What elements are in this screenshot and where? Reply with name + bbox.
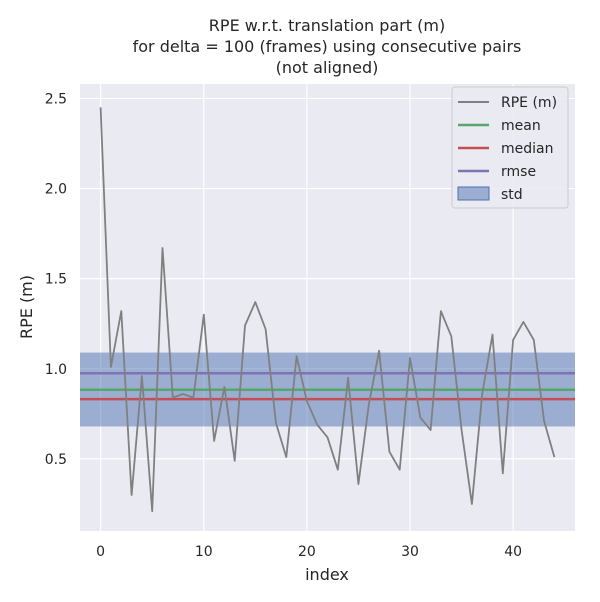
y-tick-label-4: 2.5 bbox=[45, 91, 67, 107]
legend-label-median: median bbox=[501, 141, 553, 157]
chart-title-line-1: RPE w.r.t. translation part (m) bbox=[209, 16, 445, 35]
y-tick-label-1: 1.0 bbox=[45, 362, 67, 378]
y-axis-label: RPE (m) bbox=[17, 275, 36, 339]
legend-label-rpe: RPE (m) bbox=[501, 95, 557, 111]
y-tick-label-2: 1.5 bbox=[45, 272, 67, 288]
chart-title-line-3: (not aligned) bbox=[276, 58, 379, 77]
x-tick-label-4: 40 bbox=[504, 544, 522, 560]
legend-swatch-std bbox=[457, 186, 490, 201]
x-tick-label-1: 10 bbox=[195, 544, 213, 560]
series-line-0 bbox=[99, 107, 556, 513]
tick-labels: 0 10 20 30 40 0.5 1.0 1.5 2.0 2.5 bbox=[45, 91, 522, 560]
y-tick-label-3: 2.0 bbox=[45, 182, 67, 198]
legend-box bbox=[451, 86, 569, 209]
legend-label-rmse: rmse bbox=[501, 164, 536, 180]
x-tick-label-3: 30 bbox=[401, 544, 419, 560]
stat-bands bbox=[80, 352, 575, 427]
y-tick-label-0: 0.5 bbox=[45, 452, 67, 468]
series-lines bbox=[99, 107, 556, 513]
legend-label-mean: mean bbox=[501, 118, 541, 134]
x-axis-label: index bbox=[305, 565, 349, 584]
x-tick-label-0: 0 bbox=[96, 544, 105, 560]
legend: RPE (m) mean median rmse std bbox=[451, 86, 569, 209]
legend-label-std: std bbox=[501, 187, 523, 203]
chart-title-line-2: for delta = 100 (frames) using consecuti… bbox=[133, 37, 522, 56]
x-tick-label-2: 20 bbox=[298, 544, 316, 560]
